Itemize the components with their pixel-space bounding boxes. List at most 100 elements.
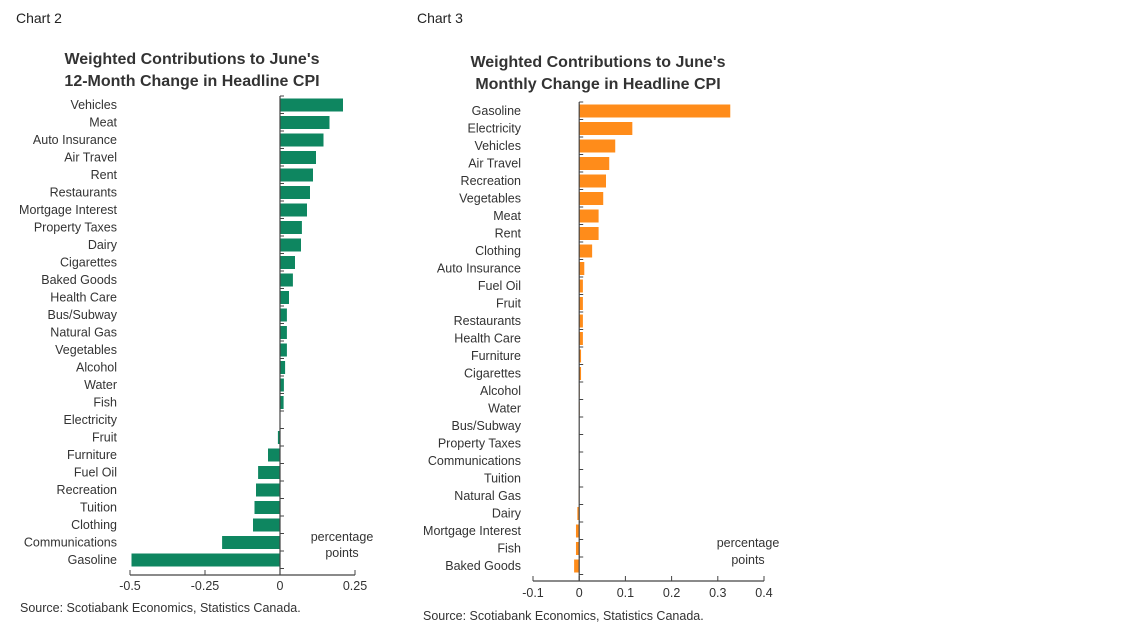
source-note: Source: Scotiabank Economics, Statistics…	[20, 601, 301, 615]
category-label: Water	[488, 402, 521, 416]
category-label: Communications	[428, 454, 521, 468]
category-label: Cigarettes	[60, 256, 117, 270]
category-label: Recreation	[461, 174, 521, 188]
bar	[579, 139, 616, 153]
category-label: Tuition	[484, 472, 521, 486]
bar	[280, 326, 287, 339]
bar	[280, 168, 313, 182]
unit-label: percentage	[311, 530, 374, 544]
bar	[280, 98, 343, 112]
bar	[131, 553, 280, 567]
bar	[575, 524, 580, 538]
x-tick-label: 0.1	[617, 586, 634, 600]
chart-2: Chart 2 Weighted Contributions to June's 1…	[16, 10, 373, 615]
category-label: Fuel Oil	[478, 279, 521, 293]
unit-label: points	[325, 546, 358, 560]
category-label: Dairy	[492, 507, 522, 521]
category-label: Mortgage Interest	[19, 203, 117, 217]
bar	[280, 291, 289, 304]
bar	[254, 501, 280, 514]
category-label: Meat	[89, 116, 117, 130]
bar	[579, 349, 582, 363]
category-label: Mortgage Interest	[423, 524, 521, 538]
category-label: Rent	[91, 168, 118, 182]
category-label: Fuel Oil	[74, 466, 117, 480]
category-label: Property Taxes	[438, 437, 521, 451]
chart-title-line: 12-Month Change in Headline CPI	[64, 73, 319, 90]
x-tick-label: 0	[277, 579, 284, 593]
bar	[258, 466, 280, 479]
x-tick-label: -0.1	[522, 586, 544, 600]
category-label: Gasoline	[68, 553, 117, 567]
x-tick-label: 0	[576, 586, 583, 600]
category-label: Meat	[493, 209, 521, 223]
category-label: Dairy	[88, 238, 118, 252]
bar	[579, 227, 599, 240]
chart-number-label: Chart 3	[417, 10, 463, 26]
category-label: Electricity	[64, 413, 118, 427]
x-tick-label: 0.4	[755, 586, 772, 600]
category-label: Electricity	[468, 122, 522, 136]
category-label: Air Travel	[468, 157, 521, 171]
bar	[579, 279, 583, 293]
bar	[280, 361, 286, 374]
category-label: Natural Gas	[454, 489, 521, 503]
category-label: Clothing	[475, 244, 521, 258]
category-label: Bus/Subway	[48, 308, 118, 322]
bar	[579, 332, 583, 345]
category-label: Alcohol	[480, 384, 521, 398]
bar	[253, 518, 280, 532]
bar	[579, 314, 583, 328]
bar	[280, 116, 330, 129]
bar	[280, 378, 284, 392]
bar	[280, 308, 287, 322]
bar	[280, 273, 293, 287]
bar	[579, 209, 599, 223]
bar	[277, 431, 280, 444]
bar	[280, 203, 307, 217]
category-label: Vegetables	[459, 192, 521, 206]
bar	[579, 262, 585, 275]
bar	[579, 104, 731, 118]
chart-title-line: Weighted Contributions to June's	[470, 54, 725, 71]
bar	[575, 542, 580, 555]
category-label: Communications	[24, 536, 117, 550]
bar	[579, 297, 583, 310]
chart-title-line: Weighted Contributions to June's	[64, 51, 319, 68]
bar	[222, 536, 280, 549]
unit-label: points	[731, 553, 764, 567]
bar	[280, 221, 302, 234]
category-label: Furniture	[471, 349, 521, 363]
bar	[280, 396, 284, 409]
bar	[280, 256, 295, 269]
bar	[280, 238, 301, 252]
x-tick-label: -0.25	[191, 579, 220, 593]
chart-3: Chart 3 Weighted Contributions to June's M…	[417, 10, 779, 623]
bar	[256, 483, 280, 497]
category-label: Auto Insurance	[437, 262, 521, 276]
category-label: Vehicles	[474, 139, 521, 153]
category-label: Restaurants	[50, 186, 117, 200]
category-label: Recreation	[57, 483, 117, 497]
category-label: Rent	[495, 227, 522, 241]
category-label: Vehicles	[70, 98, 117, 112]
category-label: Water	[84, 378, 117, 392]
category-label: Health Care	[454, 332, 521, 346]
bar	[280, 343, 287, 357]
category-label: Property Taxes	[34, 221, 117, 235]
category-label: Furniture	[67, 448, 117, 462]
x-tick-label: 0.25	[343, 579, 367, 593]
bar	[280, 151, 316, 164]
bar	[574, 559, 580, 573]
category-label: Tuition	[80, 501, 117, 515]
category-label: Auto Insurance	[33, 133, 117, 147]
category-label: Health Care	[50, 291, 117, 305]
category-label: Fish	[497, 542, 521, 556]
category-label: Fruit	[496, 297, 522, 311]
bar	[579, 122, 633, 135]
category-label: Bus/Subway	[452, 419, 522, 433]
bar	[280, 186, 310, 199]
source-note: Source: Scotiabank Economics, Statistics…	[423, 609, 704, 623]
category-label: Gasoline	[472, 104, 521, 118]
